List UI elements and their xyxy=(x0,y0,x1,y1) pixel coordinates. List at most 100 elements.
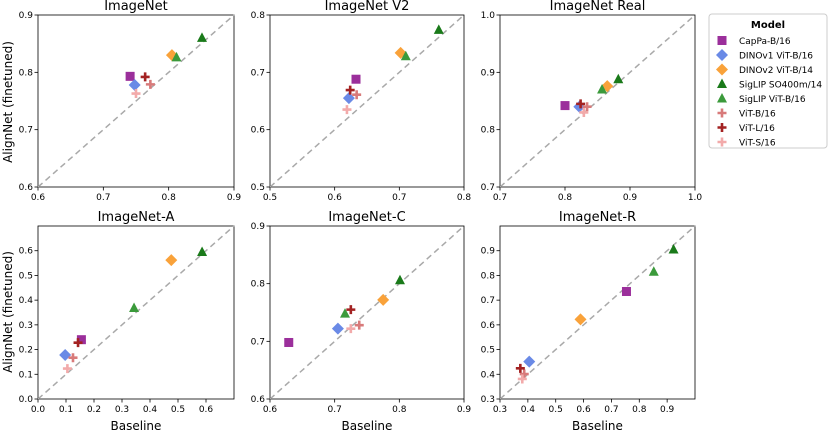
y-tick-label: 1.0 xyxy=(481,11,496,21)
x-tick-label: 0.0 xyxy=(31,405,46,415)
identity-diagonal-line xyxy=(499,225,696,400)
y-axis-label-bottom: AlignNet (finetuned) xyxy=(1,251,15,373)
point-vit-s-16 xyxy=(62,364,72,374)
y-tick-label: 0.3 xyxy=(19,321,33,331)
x-tick-label: 0.6 xyxy=(263,405,278,415)
legend-label-vit-l-16: ViT-L/16 xyxy=(739,124,775,134)
point-vit-s-16 xyxy=(517,374,527,384)
x-tick-label: 0.9 xyxy=(457,405,472,415)
panel-imagenet-a: ImageNet-A 0.0 0.1 0.2 0.3 0.4 0.5 0.6 0.0 0.1 0.2… xyxy=(19,210,235,433)
point-vit-b-16 xyxy=(354,320,364,330)
x-tick-label: 0.7 xyxy=(392,193,406,203)
y-tick-label: 0.5 xyxy=(251,183,265,193)
y-tick-label: 0.3 xyxy=(481,395,495,405)
x-tick-label: 0.6 xyxy=(199,405,214,415)
x-axis-label: Baseline xyxy=(342,419,393,433)
identity-diagonal-line xyxy=(269,225,465,400)
x-tick-label: 0.7 xyxy=(96,193,110,203)
y-axis-label-top: AlignNet (finetuned) xyxy=(1,41,15,163)
point-vit-s-16 xyxy=(579,107,589,117)
x-tick-label: 0.8 xyxy=(632,405,647,415)
y-tick-label: 0.8 xyxy=(481,271,496,281)
point-cappa-b-16 xyxy=(76,335,86,345)
legend-marker-cappa-b-16 xyxy=(717,36,727,45)
identity-diagonal-line xyxy=(37,14,235,188)
point-siglip-so400m-14 xyxy=(613,73,624,84)
identity-diagonal-line xyxy=(499,14,696,188)
x-tick-label: 0.8 xyxy=(558,193,573,203)
point-vit-l-16 xyxy=(73,338,83,348)
panel-title: ImageNet-C xyxy=(328,210,405,225)
y-tick-label: 0.7 xyxy=(251,68,265,78)
x-tick-label: 0.6 xyxy=(576,405,591,415)
point-dinov1-vit-b-16 xyxy=(331,322,344,335)
y-tick-label: 0.6 xyxy=(19,247,34,257)
point-vit-b-16 xyxy=(68,353,78,363)
panel-imagenet: ImageNet 0.6 0.7 0.8 0.9 0.6 0.7 0.8 0.9 xyxy=(19,0,242,203)
y-tick-label: 0.9 xyxy=(251,222,266,232)
point-cappa-b-16 xyxy=(284,337,294,347)
panel-imagenet-c: ImageNet-C 0.6 0.7 0.8 0.9 0.6 0.7 0.8 0.9 Baseli… xyxy=(251,210,472,433)
y-tick-label: 0.1 xyxy=(19,370,33,380)
point-siglip-vit-b-16 xyxy=(400,50,411,61)
y-tick-label: 0.8 xyxy=(19,68,34,78)
point-siglip-so400m-14 xyxy=(433,24,444,34)
y-tick-label: 0.6 xyxy=(19,183,34,193)
point-vit-s-16 xyxy=(346,324,356,334)
x-tick-label: 0.5 xyxy=(263,193,277,203)
y-tick-label: 0.5 xyxy=(481,346,495,356)
point-cappa-b-16 xyxy=(351,74,361,84)
x-tick-label: 1.0 xyxy=(688,193,703,203)
chart-panels: ImageNet 0.6 0.7 0.8 0.9 0.6 0.7 0.8 0.9 ImageNet… xyxy=(19,0,703,433)
y-tick-label: 0.9 xyxy=(481,68,496,78)
x-tick-label: 0.9 xyxy=(660,405,675,415)
legend-title: Model xyxy=(751,20,785,31)
y-tick-label: 0.7 xyxy=(251,337,265,347)
point-cappa-b-16 xyxy=(560,101,570,111)
legend-marker-vit-l-16 xyxy=(717,123,727,132)
point-dinov2-vit-b-14 xyxy=(377,293,390,306)
x-tick-label: 0.8 xyxy=(457,193,472,203)
y-tick-label: 0.8 xyxy=(481,126,496,136)
point-dinov1-vit-b-16 xyxy=(128,78,141,91)
legend-label-siglip-so400m-14: SigLIP SO400m/14 xyxy=(739,81,822,91)
legend-marker-vit-b-16 xyxy=(717,108,727,118)
y-tick-label: 0.8 xyxy=(251,11,266,21)
legend-label-vit-s-16: ViT-S/16 xyxy=(739,139,776,149)
y-tick-label: 0.6 xyxy=(251,395,266,405)
y-tick-label: 0.0 xyxy=(19,395,34,405)
x-tick-label: 0.4 xyxy=(143,405,158,415)
x-tick-label: 0.9 xyxy=(623,193,638,203)
y-tick-label: 0.7 xyxy=(481,296,495,306)
point-siglip-so400m-14 xyxy=(196,32,207,42)
panel-title: ImageNet xyxy=(104,0,168,14)
x-tick-label: 0.5 xyxy=(171,405,185,415)
panel-title: ImageNet V2 xyxy=(325,0,410,14)
legend-label-vit-b-16: ViT-B/16 xyxy=(739,110,776,120)
point-siglip-so400m-14 xyxy=(394,274,405,285)
point-vit-l-16 xyxy=(576,99,586,109)
x-tick-label: 0.7 xyxy=(604,405,618,415)
legend: Model CapPa-B/16 DINOv1 ViT-B/16 DINOv2 Vi… xyxy=(708,13,828,149)
x-tick-label: 0.3 xyxy=(115,405,129,415)
x-tick-label: 0.4 xyxy=(521,405,536,415)
legend-entries: CapPa-B/16 DINOv1 ViT-B/16 DINOv2 ViT-B/14… xyxy=(716,36,822,149)
point-vit-s-16 xyxy=(342,105,352,115)
identity-diagonal-line xyxy=(37,225,235,400)
point-siglip-vit-b-16 xyxy=(648,266,659,276)
x-tick-label: 0.8 xyxy=(392,405,407,415)
y-tick-label: 0.9 xyxy=(19,11,34,21)
panel-imagenet-real: ImageNet Real 0.7 0.8 0.9 1.0 0.7 0.8 0.9 1.0 xyxy=(481,0,703,203)
legend-label-siglip-vit-b-16: SigLIP ViT-B/16 xyxy=(739,95,806,105)
point-cappa-b-16 xyxy=(125,71,135,81)
legend-marker-vit-s-16 xyxy=(717,137,727,147)
x-tick-label: 0.7 xyxy=(328,405,342,415)
point-vit-s-16 xyxy=(131,89,141,99)
y-tick-label: 0.6 xyxy=(251,126,266,136)
x-tick-label: 0.7 xyxy=(493,193,507,203)
x-axis-label: Baseline xyxy=(572,419,623,433)
legend-marker-siglip-vit-b-16 xyxy=(717,93,727,103)
x-tick-label: 0.9 xyxy=(227,193,242,203)
point-siglip-so400m-14 xyxy=(197,246,208,256)
